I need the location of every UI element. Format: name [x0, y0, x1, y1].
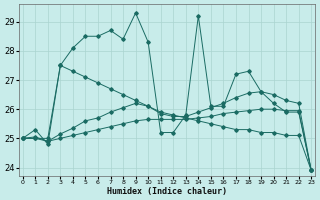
- X-axis label: Humidex (Indice chaleur): Humidex (Indice chaleur): [107, 187, 227, 196]
